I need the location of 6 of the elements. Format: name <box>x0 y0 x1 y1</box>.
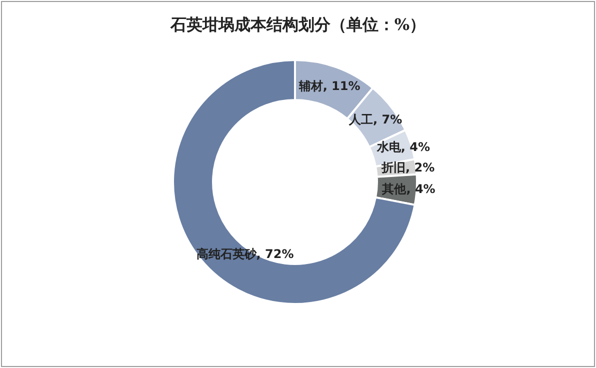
chart-title: 石英坩埚成本结构划分（单位：%） <box>169 15 426 34</box>
slice-label: 折旧, 2% <box>380 160 435 175</box>
slice-label: 其他, 4% <box>381 182 436 196</box>
slice-label: 水电, 4% <box>376 140 430 154</box>
slice-label: 辅材, 11% <box>298 79 360 94</box>
slice-label: 人工, 7% <box>348 112 402 126</box>
